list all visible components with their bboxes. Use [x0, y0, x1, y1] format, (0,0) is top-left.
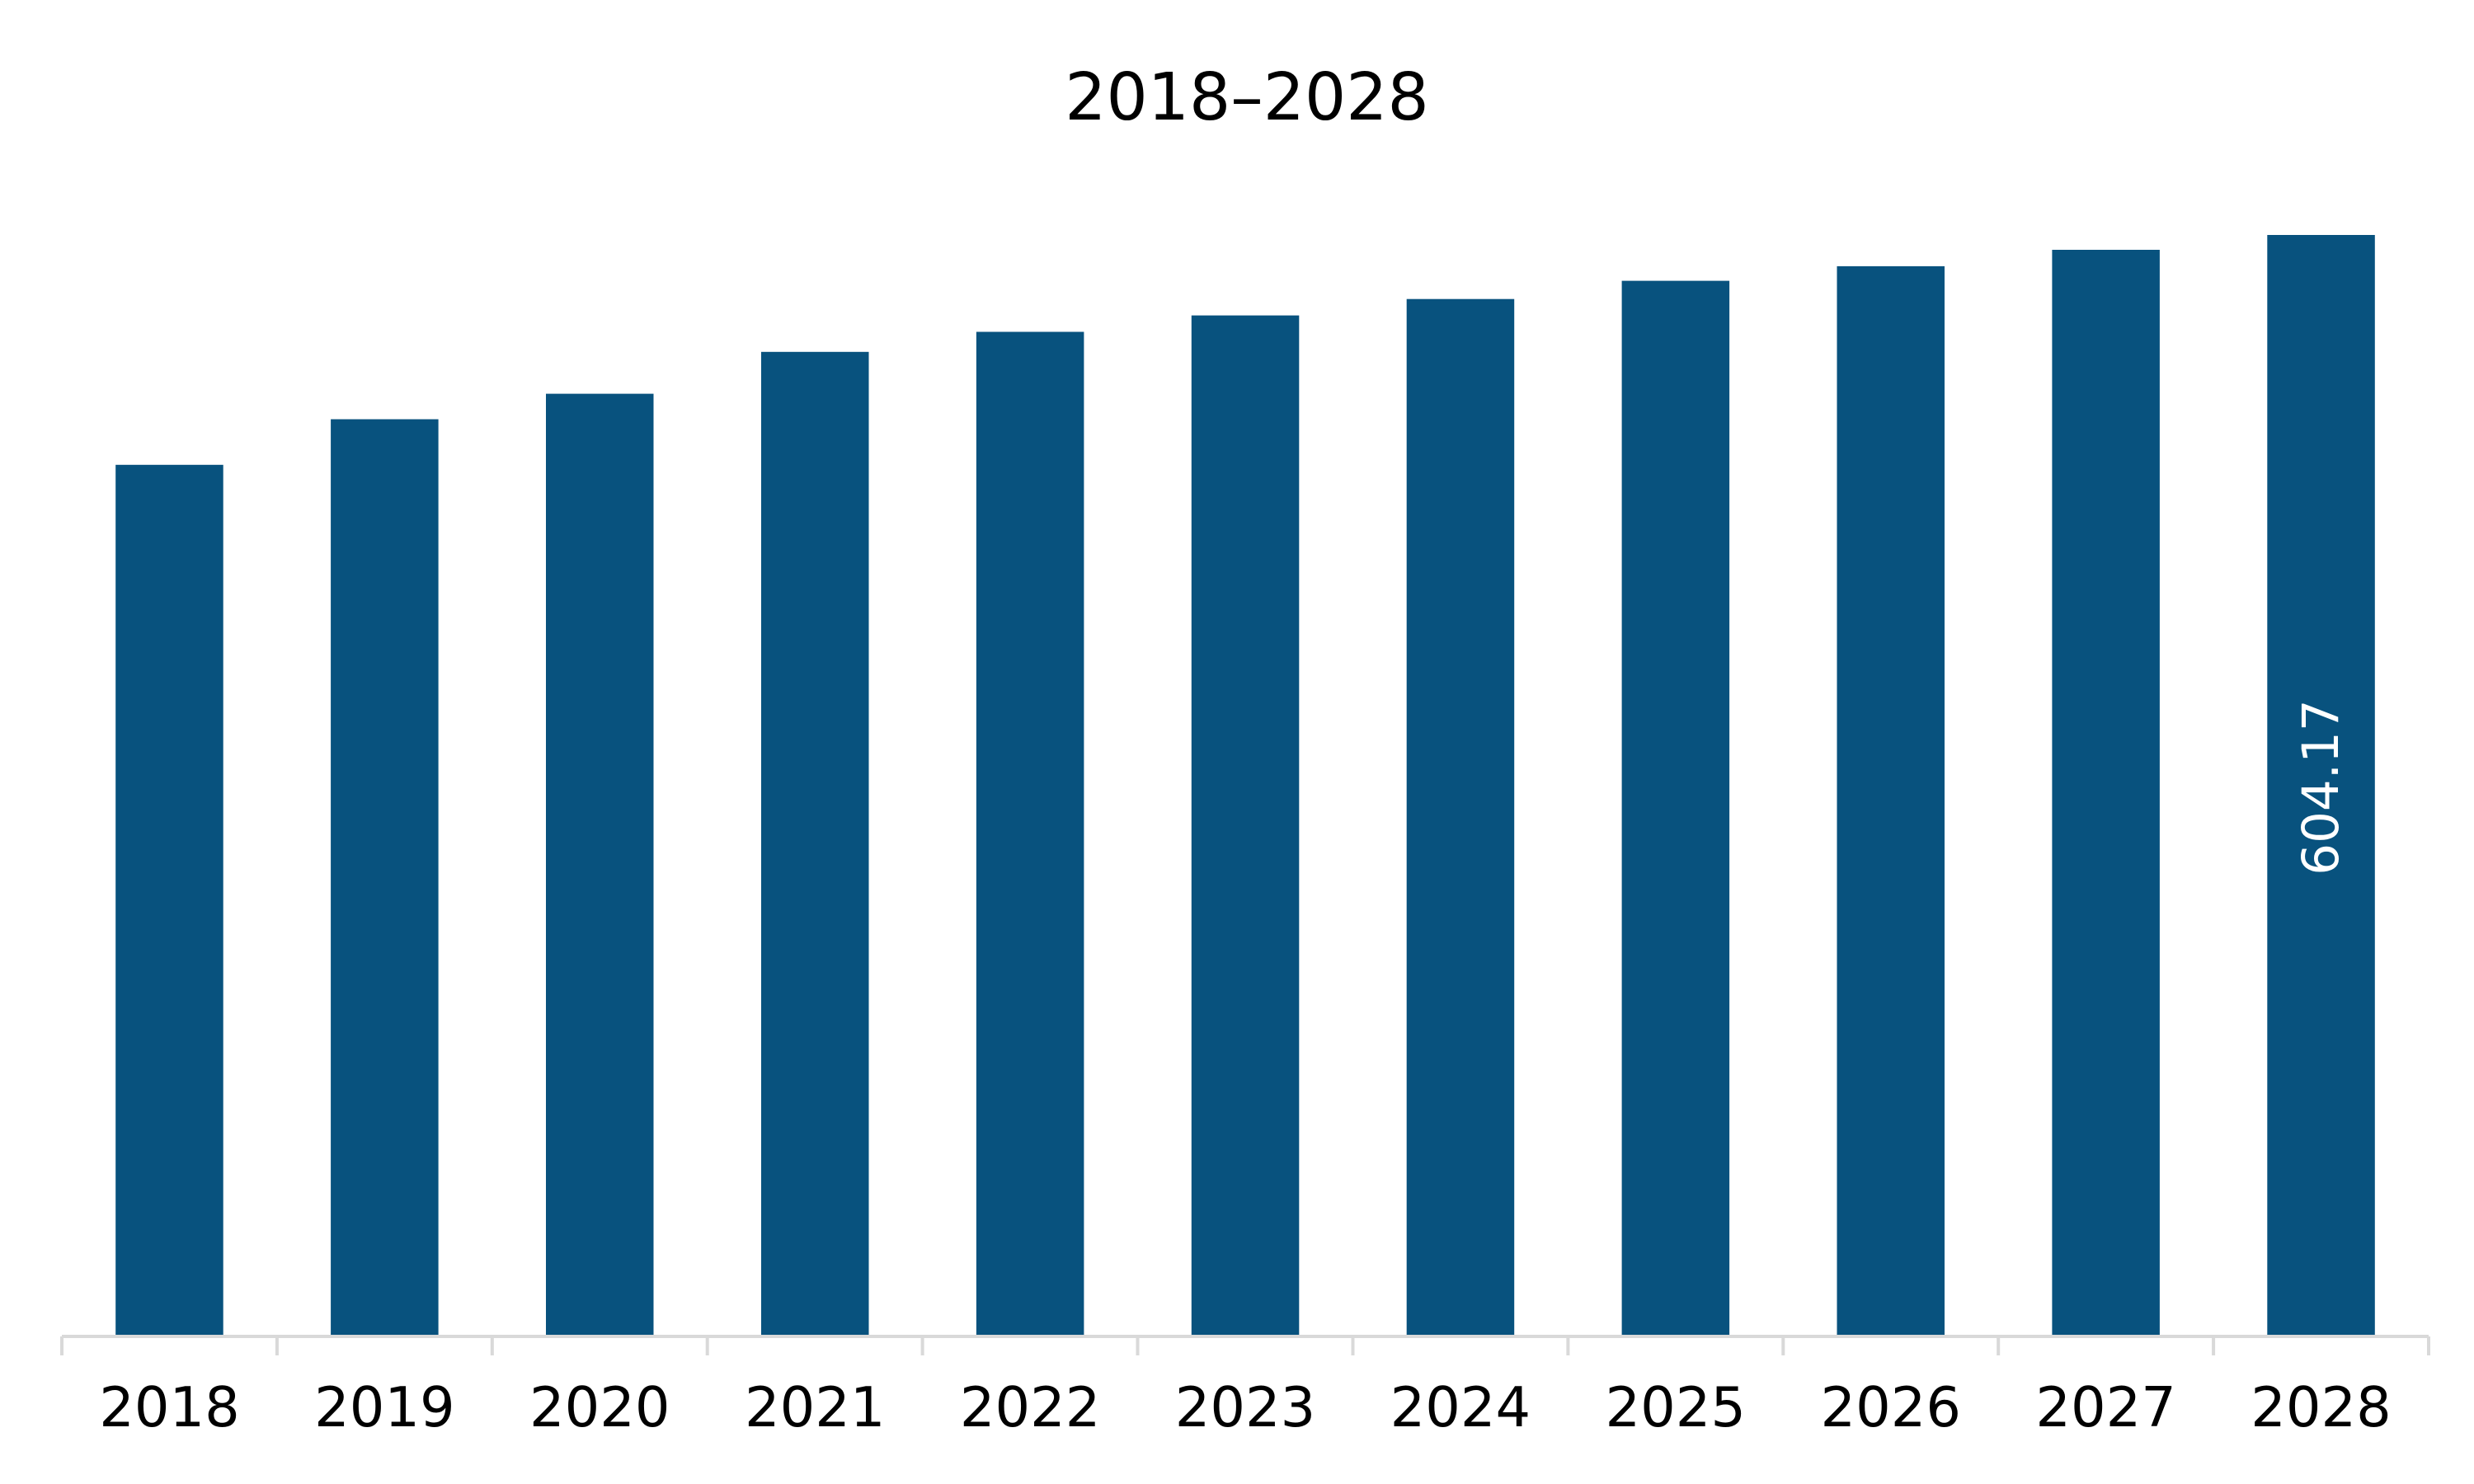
tick-labels: 2018 2019 2020 2021 2022 2023 2024 2025 2026 2027…: [99, 1375, 2392, 1439]
bar-2022: [976, 331, 1084, 1336]
x-axis: [60, 1335, 2430, 1355]
chart-title: 2018–2028: [1065, 59, 1429, 135]
bar-2028: [2267, 235, 2375, 1336]
tick-label-2021: 2021: [745, 1375, 886, 1439]
tick-label-2026: 2026: [1820, 1375, 1961, 1439]
bar-2026: [1837, 265, 1945, 1336]
tick-label-2028: 2028: [2251, 1375, 2392, 1439]
data-label-2028: 604.17: [2292, 699, 2350, 875]
tick-label-2023: 2023: [1175, 1375, 1316, 1439]
bar-2023: [1191, 315, 1300, 1336]
bar-2018: [115, 464, 223, 1336]
data-labels: 604.17: [2292, 699, 2350, 875]
bar-2027: [2052, 250, 2160, 1336]
bar-2025: [1621, 280, 1730, 1336]
tick-label-2018: 2018: [99, 1375, 240, 1439]
tick-label-2025: 2025: [1606, 1375, 1747, 1439]
bar-2021: [761, 351, 869, 1336]
tick-label-2022: 2022: [960, 1375, 1101, 1439]
tick-label-2027: 2027: [2035, 1375, 2176, 1439]
tick-label-2020: 2020: [529, 1375, 670, 1439]
bar-2019: [331, 419, 439, 1336]
bar-2020: [546, 393, 654, 1336]
tick-label-2019: 2019: [314, 1375, 455, 1439]
bar-2024: [1406, 298, 1515, 1336]
bars-layer: [115, 235, 2375, 1336]
tick-label-2024: 2024: [1390, 1375, 1531, 1439]
